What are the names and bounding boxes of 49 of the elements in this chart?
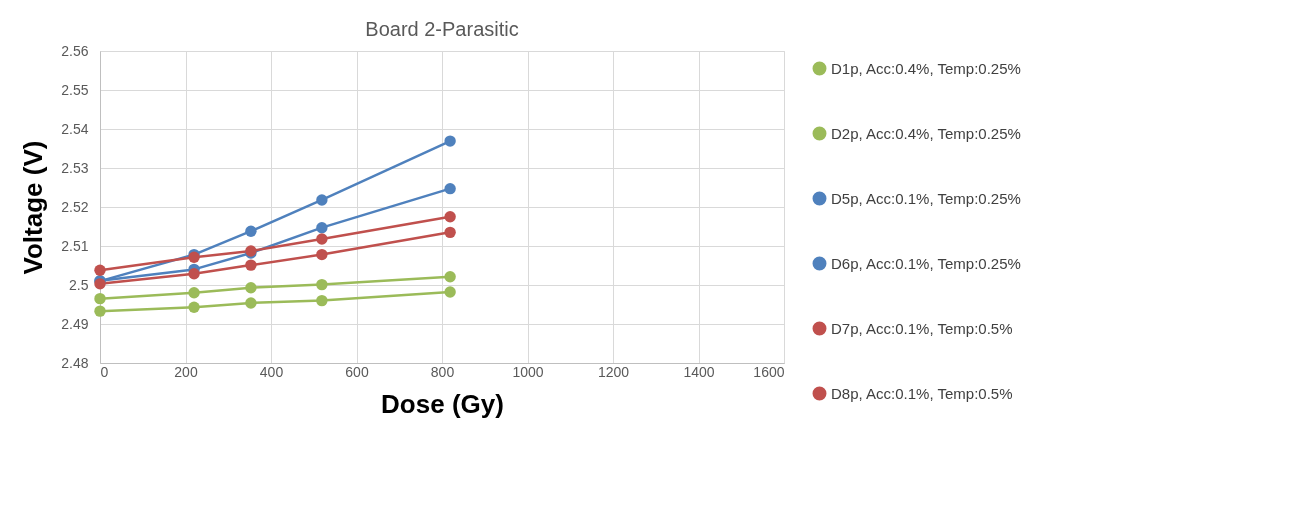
legend-label: D7p, Acc:0.1%, Temp:0.5% bbox=[831, 319, 1013, 337]
point bbox=[94, 264, 106, 276]
x-tick-label: 800 bbox=[430, 363, 455, 380]
y-tick-label: 2.5 bbox=[69, 276, 89, 293]
x-tick-label: 400 bbox=[259, 363, 284, 380]
point bbox=[444, 226, 456, 239]
legend-label: D5p, Acc:0.1%, Temp:0.25% bbox=[831, 189, 1021, 207]
x-tick-label: 1400 bbox=[683, 363, 715, 380]
legend-label: D6p, Acc:0.1%, Temp:0.25% bbox=[831, 254, 1021, 272]
point bbox=[188, 301, 200, 313]
y-tick-label: 2.55 bbox=[61, 81, 89, 98]
point bbox=[245, 297, 257, 309]
x-tick-label: 0 bbox=[100, 363, 109, 380]
y-tick-label: 2.54 bbox=[61, 120, 89, 137]
x-tick-label: 600 bbox=[345, 363, 369, 380]
point bbox=[316, 278, 328, 291]
point bbox=[245, 225, 257, 237]
point bbox=[444, 182, 456, 195]
y-tick-label: 2.48 bbox=[61, 354, 89, 371]
point bbox=[245, 259, 257, 271]
y-tick-label: 2.53 bbox=[61, 159, 89, 176]
chart-title: Board 2-Parasitic bbox=[365, 18, 519, 40]
point bbox=[94, 305, 106, 317]
x-tick-label: 200 bbox=[174, 363, 198, 380]
x-tick-label: 1200 bbox=[597, 363, 630, 380]
point bbox=[444, 286, 456, 298]
point bbox=[444, 135, 456, 147]
point bbox=[444, 211, 456, 223]
legend-label: D2p, Acc:0.4%, Temp:0.25% bbox=[831, 124, 1021, 142]
point bbox=[316, 294, 328, 307]
point bbox=[245, 282, 257, 294]
point bbox=[316, 221, 328, 234]
point bbox=[94, 292, 106, 305]
x-tick-label: 1600 bbox=[753, 363, 785, 380]
y-axis-title: Voltage (V) bbox=[18, 140, 49, 275]
legend-label: D1p, Acc:0.4%, Temp:0.25% bbox=[831, 59, 1021, 77]
point bbox=[188, 268, 200, 280]
y-tick-label: 2.56 bbox=[61, 42, 89, 59]
point bbox=[316, 233, 328, 245]
y-tick-label: 2.51 bbox=[61, 237, 89, 254]
point bbox=[444, 271, 456, 283]
y-tick-label: 2.49 bbox=[61, 315, 89, 332]
point bbox=[316, 194, 328, 206]
point bbox=[188, 287, 200, 299]
point bbox=[316, 248, 328, 261]
x-tick-label: 1000 bbox=[512, 363, 544, 380]
y-tick-label: 2.52 bbox=[61, 198, 89, 215]
x-axis-title: Dose (Gy) bbox=[381, 388, 504, 419]
legend-label: D8p, Acc:0.1%, Temp:0.5% bbox=[831, 384, 1013, 402]
